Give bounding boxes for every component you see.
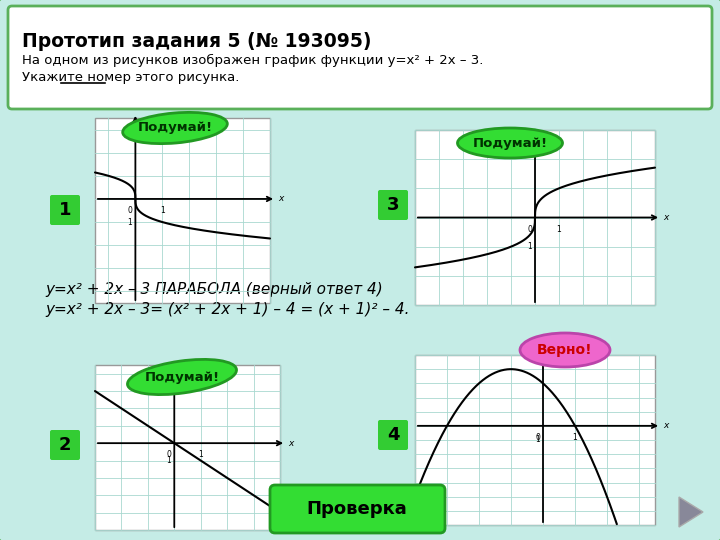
Text: Подумай!: Подумай! [472, 137, 548, 150]
Text: 1: 1 [527, 242, 532, 251]
Text: Подумай!: Подумай! [138, 122, 212, 134]
Text: 2: 2 [59, 436, 71, 454]
Ellipse shape [127, 360, 236, 395]
FancyBboxPatch shape [378, 190, 408, 220]
Text: Верно!: Верно! [537, 343, 593, 357]
Text: x: x [278, 194, 284, 204]
Text: 1: 1 [127, 218, 132, 227]
Text: 1: 1 [557, 225, 562, 233]
Text: 1: 1 [59, 201, 71, 219]
Text: 1: 1 [160, 206, 165, 215]
Text: 1: 1 [198, 450, 203, 459]
Ellipse shape [457, 128, 562, 158]
Polygon shape [679, 497, 703, 527]
Text: y=x² + 2x – 3 ПАРАБОЛА (верный ответ 4): y=x² + 2x – 3 ПАРАБОЛА (верный ответ 4) [45, 282, 383, 297]
FancyBboxPatch shape [50, 195, 80, 225]
Text: 0: 0 [166, 450, 171, 459]
Text: x: x [663, 213, 668, 222]
Text: 0: 0 [127, 206, 132, 215]
Text: 1: 1 [166, 456, 171, 465]
FancyBboxPatch shape [50, 430, 80, 460]
Text: 3: 3 [387, 196, 400, 214]
Text: x: x [663, 421, 668, 430]
FancyBboxPatch shape [8, 6, 712, 109]
Text: y=x² + 2x – 3= (x² + 2x + 1) – 4 = (x + 1)² – 4.: y=x² + 2x – 3= (x² + 2x + 1) – 4 = (x + … [45, 302, 410, 317]
Ellipse shape [520, 333, 610, 367]
Text: 1: 1 [572, 433, 577, 442]
FancyBboxPatch shape [270, 485, 445, 533]
FancyBboxPatch shape [415, 355, 655, 525]
Text: На одном из рисунков изображен график функции y=x² + 2x – 3.: На одном из рисунков изображен график фу… [22, 54, 483, 67]
Text: Подумай!: Подумай! [145, 370, 220, 383]
FancyBboxPatch shape [95, 118, 270, 303]
Ellipse shape [122, 112, 228, 144]
Text: 1: 1 [535, 435, 540, 444]
FancyBboxPatch shape [378, 420, 408, 450]
Text: x: x [288, 438, 293, 448]
Text: Прототип задания 5 (№ 193095): Прототип задания 5 (№ 193095) [22, 32, 372, 51]
Text: 4: 4 [387, 426, 400, 444]
Text: Проверка: Проверка [307, 500, 408, 518]
FancyBboxPatch shape [415, 130, 655, 305]
Text: 0: 0 [535, 433, 540, 442]
FancyBboxPatch shape [95, 365, 280, 530]
Text: Укажите номер этого рисунка.: Укажите номер этого рисунка. [22, 71, 239, 84]
Text: 0: 0 [527, 225, 532, 233]
